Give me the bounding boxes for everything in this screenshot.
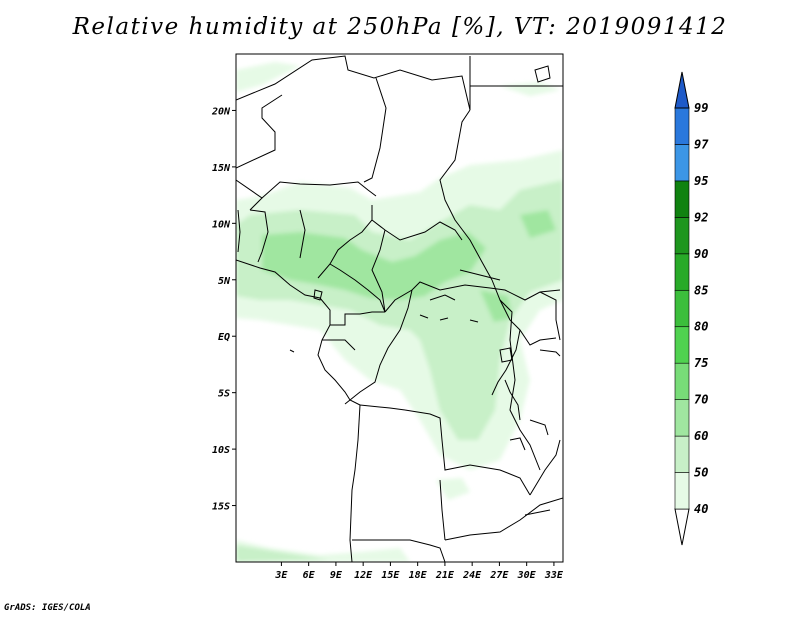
border-line bbox=[236, 179, 377, 199]
border-line bbox=[349, 404, 361, 562]
lon-tick-label: 15E bbox=[381, 570, 400, 581]
colorbar-segment bbox=[674, 435, 690, 473]
border-line bbox=[469, 319, 479, 323]
border-line bbox=[509, 437, 526, 451]
colorbar-segment bbox=[674, 362, 690, 400]
border-line bbox=[529, 419, 549, 436]
border-line bbox=[329, 263, 386, 313]
border-line bbox=[539, 291, 561, 341]
border-line bbox=[534, 65, 551, 83]
lon-tick-label: 27E bbox=[489, 570, 509, 581]
colorbar-label: 97 bbox=[694, 137, 709, 151]
border-line bbox=[504, 379, 521, 421]
lon-tick-label: 3E bbox=[274, 570, 288, 581]
colorbar-label: 80 bbox=[694, 320, 708, 334]
colorbar-segment bbox=[674, 472, 690, 510]
lon-tick-label: 21E bbox=[435, 570, 455, 581]
colorbar-label: 50 bbox=[694, 466, 708, 480]
border-line bbox=[384, 281, 561, 313]
border-line bbox=[539, 349, 561, 357]
lon-tick-label: 18E bbox=[409, 570, 428, 581]
border-line bbox=[289, 349, 295, 353]
border-line bbox=[439, 317, 449, 321]
lat-tick-label: 5S bbox=[218, 389, 230, 400]
lat-tick-label: 10S bbox=[212, 445, 230, 456]
lon-tick-label: 9E bbox=[330, 570, 343, 581]
border-line bbox=[299, 209, 306, 259]
rh-mid-area bbox=[236, 545, 330, 562]
colorbar-under-triangle bbox=[674, 508, 690, 546]
colorbar-label: 75 bbox=[694, 356, 708, 370]
border-line bbox=[444, 497, 563, 541]
chart-title: Relative humidity at 250hPa [%], VT: 201… bbox=[72, 14, 728, 40]
border-line bbox=[404, 409, 531, 496]
colorbar-over-triangle bbox=[674, 71, 690, 109]
rh-light-area bbox=[500, 82, 560, 96]
border-line bbox=[459, 269, 501, 281]
colorbar-segment bbox=[674, 217, 690, 255]
lon-tick-label: 24E bbox=[462, 570, 482, 581]
lon-tick-label: 6E bbox=[303, 570, 316, 581]
latitude-axis: 20N 15N 10N 5N EQ 5S 10S 15S bbox=[211, 106, 236, 513]
border-line bbox=[237, 209, 241, 253]
colorbar-label: 95 bbox=[694, 174, 708, 188]
lat-tick-label: 20N bbox=[211, 106, 231, 117]
colorbar-label: 70 bbox=[694, 393, 708, 407]
rh-light-area bbox=[236, 62, 300, 92]
border-line bbox=[529, 439, 561, 496]
colorbar-label: 90 bbox=[694, 247, 708, 261]
border-line bbox=[236, 94, 283, 169]
colorbar-segment bbox=[674, 399, 690, 437]
rh-high-area bbox=[520, 210, 556, 238]
rh-high-area bbox=[480, 290, 512, 322]
lat-tick-label: 5N bbox=[218, 276, 231, 287]
border-line bbox=[236, 259, 361, 406]
border-line bbox=[313, 289, 323, 301]
border-line bbox=[363, 77, 387, 183]
border-line bbox=[359, 404, 406, 411]
border-line bbox=[429, 294, 456, 301]
rh-light-area bbox=[436, 478, 470, 500]
border-line bbox=[344, 289, 413, 405]
lat-tick-label: 15N bbox=[212, 163, 231, 174]
colorbar-segment bbox=[674, 253, 690, 291]
border-line bbox=[371, 229, 386, 313]
lat-tick-label: 15S bbox=[212, 502, 230, 513]
border-line bbox=[249, 197, 263, 211]
border-line bbox=[330, 311, 385, 326]
lon-tick-label: 33E bbox=[544, 570, 564, 581]
lat-tick-label: 10N bbox=[212, 219, 231, 230]
border-line bbox=[439, 109, 493, 281]
border-line bbox=[322, 339, 356, 351]
lat-tick-label: EQ bbox=[218, 332, 230, 343]
longitude-axis: 3E 6E 9E 12E 15E 18E 21E 24E 27E 30E 33E bbox=[274, 562, 564, 581]
colorbar-segment bbox=[674, 107, 690, 145]
lon-tick-label: 12E bbox=[354, 570, 373, 581]
colorbar-label: 40 bbox=[694, 502, 708, 516]
colorbar-segment bbox=[674, 289, 690, 328]
colorbar-segment bbox=[674, 180, 690, 218]
border-line bbox=[249, 209, 269, 263]
colorbar-label: 60 bbox=[694, 429, 708, 443]
border-line bbox=[524, 509, 551, 516]
border-line bbox=[499, 299, 541, 471]
colorbar-label: 92 bbox=[694, 210, 708, 224]
political-borders bbox=[236, 55, 563, 562]
humidity-shading bbox=[236, 62, 563, 562]
colorbar-segment bbox=[674, 144, 690, 182]
colorbar-segment bbox=[674, 326, 690, 364]
map-frame bbox=[235, 53, 564, 563]
border-line bbox=[491, 329, 521, 396]
border-line bbox=[352, 539, 446, 562]
colorbar-label: 85 bbox=[694, 283, 708, 297]
lon-tick-label: 30E bbox=[517, 570, 537, 581]
border-line bbox=[439, 479, 446, 541]
border-line bbox=[499, 347, 513, 363]
colorbar-label: 99 bbox=[694, 101, 708, 115]
border-line bbox=[419, 314, 429, 319]
grads-credit: GrADS: IGES/COLA bbox=[4, 603, 91, 613]
colorbar: 40 50 60 70 75 80 85 90 92 95 97 99 bbox=[674, 71, 709, 546]
border-line bbox=[236, 55, 471, 111]
